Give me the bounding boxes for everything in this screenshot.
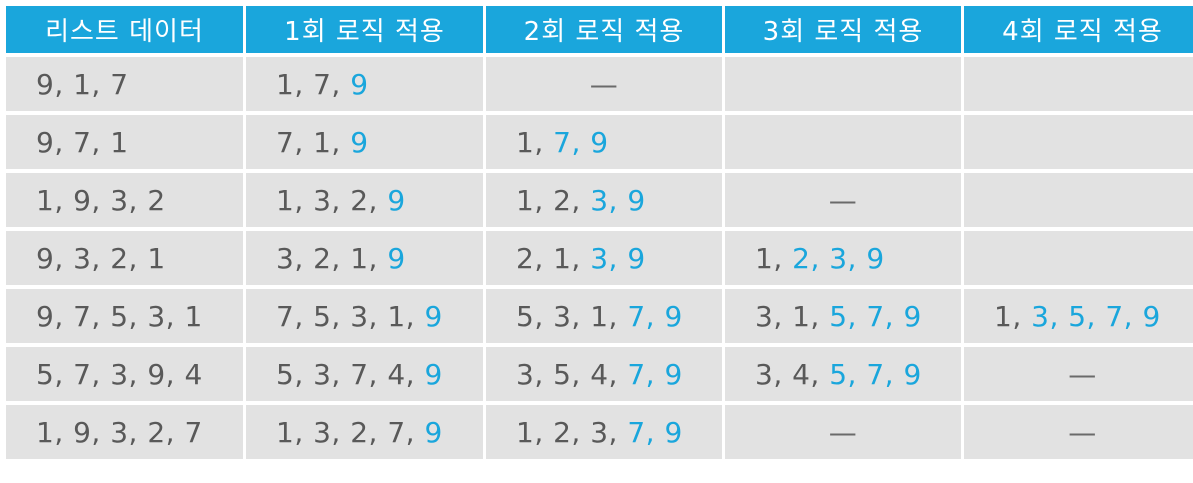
- table-row: 1, 9, 3, 2 1, 3, 2, 9 1, 2, 3, 9—: [6, 173, 1193, 227]
- cell-value: 1,: [755, 241, 793, 275]
- cell-sorted-value: 3, 9: [590, 241, 646, 275]
- cell-sorted-value: 9: [350, 67, 369, 101]
- table-cell: 1, 7, 9: [486, 115, 722, 169]
- table-cell: —: [725, 173, 961, 227]
- cell-value: 1, 3, 2,: [276, 183, 388, 217]
- empty-dash: —: [1068, 415, 1097, 449]
- table-cell: 5, 3, 7, 4, 9: [246, 347, 483, 401]
- table-cell: [964, 173, 1193, 227]
- cell-value: 7, 5, 3, 1,: [276, 299, 425, 333]
- cell-sorted-value: 2, 3, 9: [792, 241, 885, 275]
- table-cell: —: [964, 347, 1193, 401]
- cell-sorted-value: 9: [387, 183, 406, 217]
- table-row: 9, 7, 1 7, 1, 9 1, 7, 9: [6, 115, 1193, 169]
- table-cell: 7, 1, 9: [246, 115, 483, 169]
- table-row: 9, 3, 2, 1 3, 2, 1, 9 2, 1, 3, 9 1, 2, 3, 9: [6, 231, 1193, 285]
- table-cell: [725, 57, 961, 111]
- cell-value: 9, 3, 2, 1: [36, 241, 166, 275]
- table-cell: 3, 2, 1, 9: [246, 231, 483, 285]
- cell-value: 3, 2, 1,: [276, 241, 388, 275]
- table-cell: —: [964, 405, 1193, 459]
- header-row: 리스트 데이터 1회 로직 적용 2회 로직 적용 3회 로직 적용 4회 로직…: [6, 6, 1193, 53]
- table-cell: 1, 7, 9: [246, 57, 483, 111]
- table-cell: 1, 2, 3, 7, 9: [486, 405, 722, 459]
- table-cell: 1, 3, 5, 7, 9: [964, 289, 1193, 343]
- sort-steps-table-container: 리스트 데이터 1회 로직 적용 2회 로직 적용 3회 로직 적용 4회 로직…: [6, 6, 1193, 459]
- empty-dash: —: [828, 415, 858, 449]
- cell-value: 1, 3, 2, 7,: [276, 415, 425, 449]
- cell-sorted-value: 7, 9: [627, 299, 683, 333]
- table-cell: 7, 5, 3, 1, 9: [246, 289, 483, 343]
- header-pass-4: 4회 로직 적용: [964, 6, 1193, 53]
- header-pass-3: 3회 로직 적용: [725, 6, 961, 53]
- cell-value: 2, 1,: [516, 241, 591, 275]
- table-cell: —: [725, 405, 961, 459]
- table-cell: —: [486, 57, 722, 111]
- cell-value: 1, 9, 3, 2: [36, 183, 166, 217]
- table-row: 9, 1, 7 1, 7, 9 —: [6, 57, 1193, 111]
- table-cell: 3, 1, 5, 7, 9: [725, 289, 961, 343]
- table-body: 9, 1, 7 1, 7, 9—9, 7, 1 7, 1, 9 1, 7, 9 1, 9…: [6, 57, 1193, 459]
- table-cell: 1, 3, 2, 7, 9: [246, 405, 483, 459]
- header-pass-2: 2회 로직 적용: [486, 6, 722, 53]
- cell-sorted-value: 3, 9: [590, 183, 646, 217]
- cell-sorted-value: 9: [424, 299, 443, 333]
- table-cell: [964, 115, 1193, 169]
- cell-value: 5, 3, 7, 4,: [276, 357, 425, 391]
- table-cell: 1, 2, 3, 9: [486, 173, 722, 227]
- cell-sorted-value: 9: [387, 241, 406, 275]
- cell-sorted-value: 9: [424, 357, 443, 391]
- cell-value: 5, 3, 1,: [516, 299, 628, 333]
- table-cell: 3, 4, 5, 7, 9: [725, 347, 961, 401]
- cell-value: 1, 7,: [276, 67, 351, 101]
- cell-value: 9, 1, 7: [36, 67, 129, 101]
- cell-value: 3, 4,: [755, 357, 830, 391]
- cell-sorted-value: 7, 9: [553, 125, 609, 159]
- cell-sorted-value: 7, 9: [627, 415, 683, 449]
- cell-sorted-value: 9: [424, 415, 443, 449]
- table-cell: 3, 5, 4, 7, 9: [486, 347, 722, 401]
- cell-value: 1,: [516, 125, 554, 159]
- table-cell: [964, 231, 1193, 285]
- cell-value: 5, 7, 3, 9, 4: [36, 357, 203, 391]
- table-cell: 2, 1, 3, 9: [486, 231, 722, 285]
- empty-dash: —: [828, 183, 858, 217]
- table-cell: 1, 2, 3, 9: [725, 231, 961, 285]
- header-pass-1: 1회 로직 적용: [246, 6, 483, 53]
- sort-steps-table: 리스트 데이터 1회 로직 적용 2회 로직 적용 3회 로직 적용 4회 로직…: [3, 2, 1193, 463]
- table-cell: [964, 57, 1193, 111]
- cell-sorted-value: 9: [350, 125, 369, 159]
- table-cell: 5, 3, 1, 7, 9: [486, 289, 722, 343]
- cell-value: 9, 7, 5, 3, 1: [36, 299, 203, 333]
- table-cell: 1, 9, 3, 2: [6, 173, 243, 227]
- cell-value: 9, 7, 1: [36, 125, 129, 159]
- table-cell: 1, 3, 2, 9: [246, 173, 483, 227]
- table-cell: 9, 7, 5, 3, 1: [6, 289, 243, 343]
- cell-sorted-value: 7, 9: [627, 357, 683, 391]
- cell-value: 1, 9, 3, 2, 7: [36, 415, 203, 449]
- cell-value: 1, 2, 3,: [516, 415, 628, 449]
- empty-dash: —: [1068, 357, 1097, 391]
- cell-value: 3, 5, 4,: [516, 357, 628, 391]
- table-cell: 1, 9, 3, 2, 7: [6, 405, 243, 459]
- table-row: 1, 9, 3, 2, 7 1, 3, 2, 7, 9 1, 2, 3, 7, 9—…: [6, 405, 1193, 459]
- table-cell: 9, 1, 7: [6, 57, 243, 111]
- header-list-data: 리스트 데이터: [6, 6, 243, 53]
- empty-dash: —: [589, 67, 619, 101]
- cell-value: 7, 1,: [276, 125, 351, 159]
- cell-value: 1,: [994, 299, 1032, 333]
- cell-sorted-value: 5, 7, 9: [829, 299, 922, 333]
- cell-value: 1, 2,: [516, 183, 591, 217]
- table-cell: 5, 7, 3, 9, 4: [6, 347, 243, 401]
- cell-sorted-value: 3, 5, 7, 9: [1031, 299, 1161, 333]
- cell-sorted-value: 5, 7, 9: [829, 357, 922, 391]
- table-cell: 9, 3, 2, 1: [6, 231, 243, 285]
- table-cell: 9, 7, 1: [6, 115, 243, 169]
- table-cell: [725, 115, 961, 169]
- cell-value: 3, 1,: [755, 299, 830, 333]
